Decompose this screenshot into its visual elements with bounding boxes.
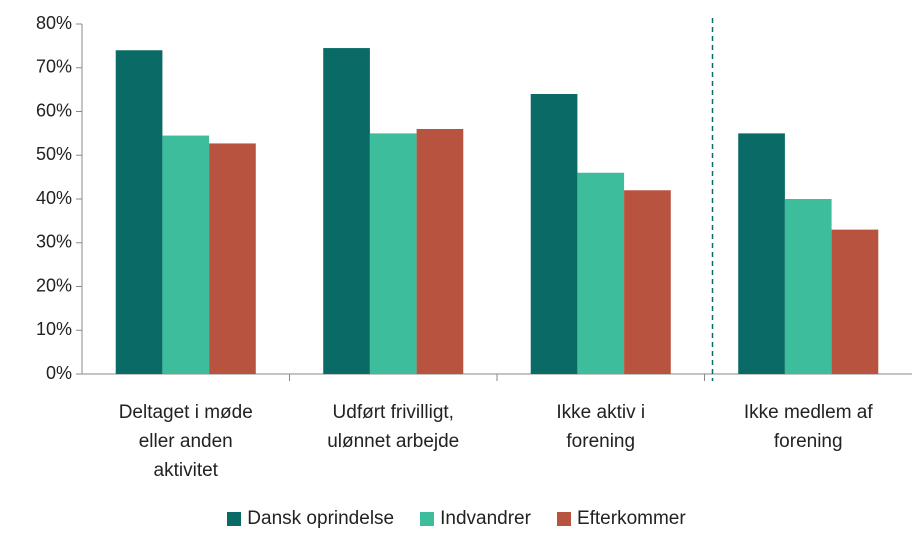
- legend: Dansk oprindelse Indvandrer Efterkommer: [0, 508, 913, 530]
- legend-item: Efterkommer: [556, 508, 686, 530]
- y-tick-label: 50%: [36, 144, 72, 164]
- y-tick-label: 30%: [36, 232, 72, 252]
- legend-swatch: [227, 512, 242, 526]
- legend-label: Dansk oprindelse: [247, 508, 395, 529]
- bar: [577, 172, 625, 374]
- legend-swatch: [420, 512, 435, 526]
- bar: [209, 143, 256, 374]
- legend-item: Dansk oprindelse: [227, 508, 394, 530]
- y-tick-label: 70%: [36, 57, 72, 77]
- bar: [162, 135, 210, 374]
- bar: [115, 50, 163, 374]
- x-tick-label: Ikke medlem af forening: [743, 402, 873, 452]
- x-tick-label: Deltaget i møde eller anden aktivitet: [118, 402, 253, 481]
- bar: [784, 199, 832, 374]
- x-tick-label: Ikke aktiv i forening: [556, 402, 646, 452]
- legend-label: Indvandrer: [440, 508, 531, 529]
- legend-label: Efterkommer: [576, 508, 686, 529]
- legend-item: Indvandrer: [420, 508, 531, 530]
- bar: [323, 48, 370, 374]
- y-tick-label: 60%: [36, 100, 72, 120]
- bar: [369, 133, 417, 374]
- y-tick-label: 10%: [36, 319, 72, 339]
- y-tick-label: 0%: [46, 363, 72, 383]
- bar: [416, 129, 464, 374]
- bar: [738, 133, 785, 374]
- x-tick-label: Udført frivilligt, ulønnet arbejde: [327, 402, 460, 452]
- y-tick-label: 20%: [36, 275, 72, 295]
- bar: [624, 190, 671, 374]
- bar: [831, 229, 879, 374]
- bar: [530, 94, 578, 374]
- y-tick-label: 80%: [36, 13, 72, 33]
- y-tick-label: 40%: [36, 188, 72, 208]
- legend-swatch: [556, 512, 571, 526]
